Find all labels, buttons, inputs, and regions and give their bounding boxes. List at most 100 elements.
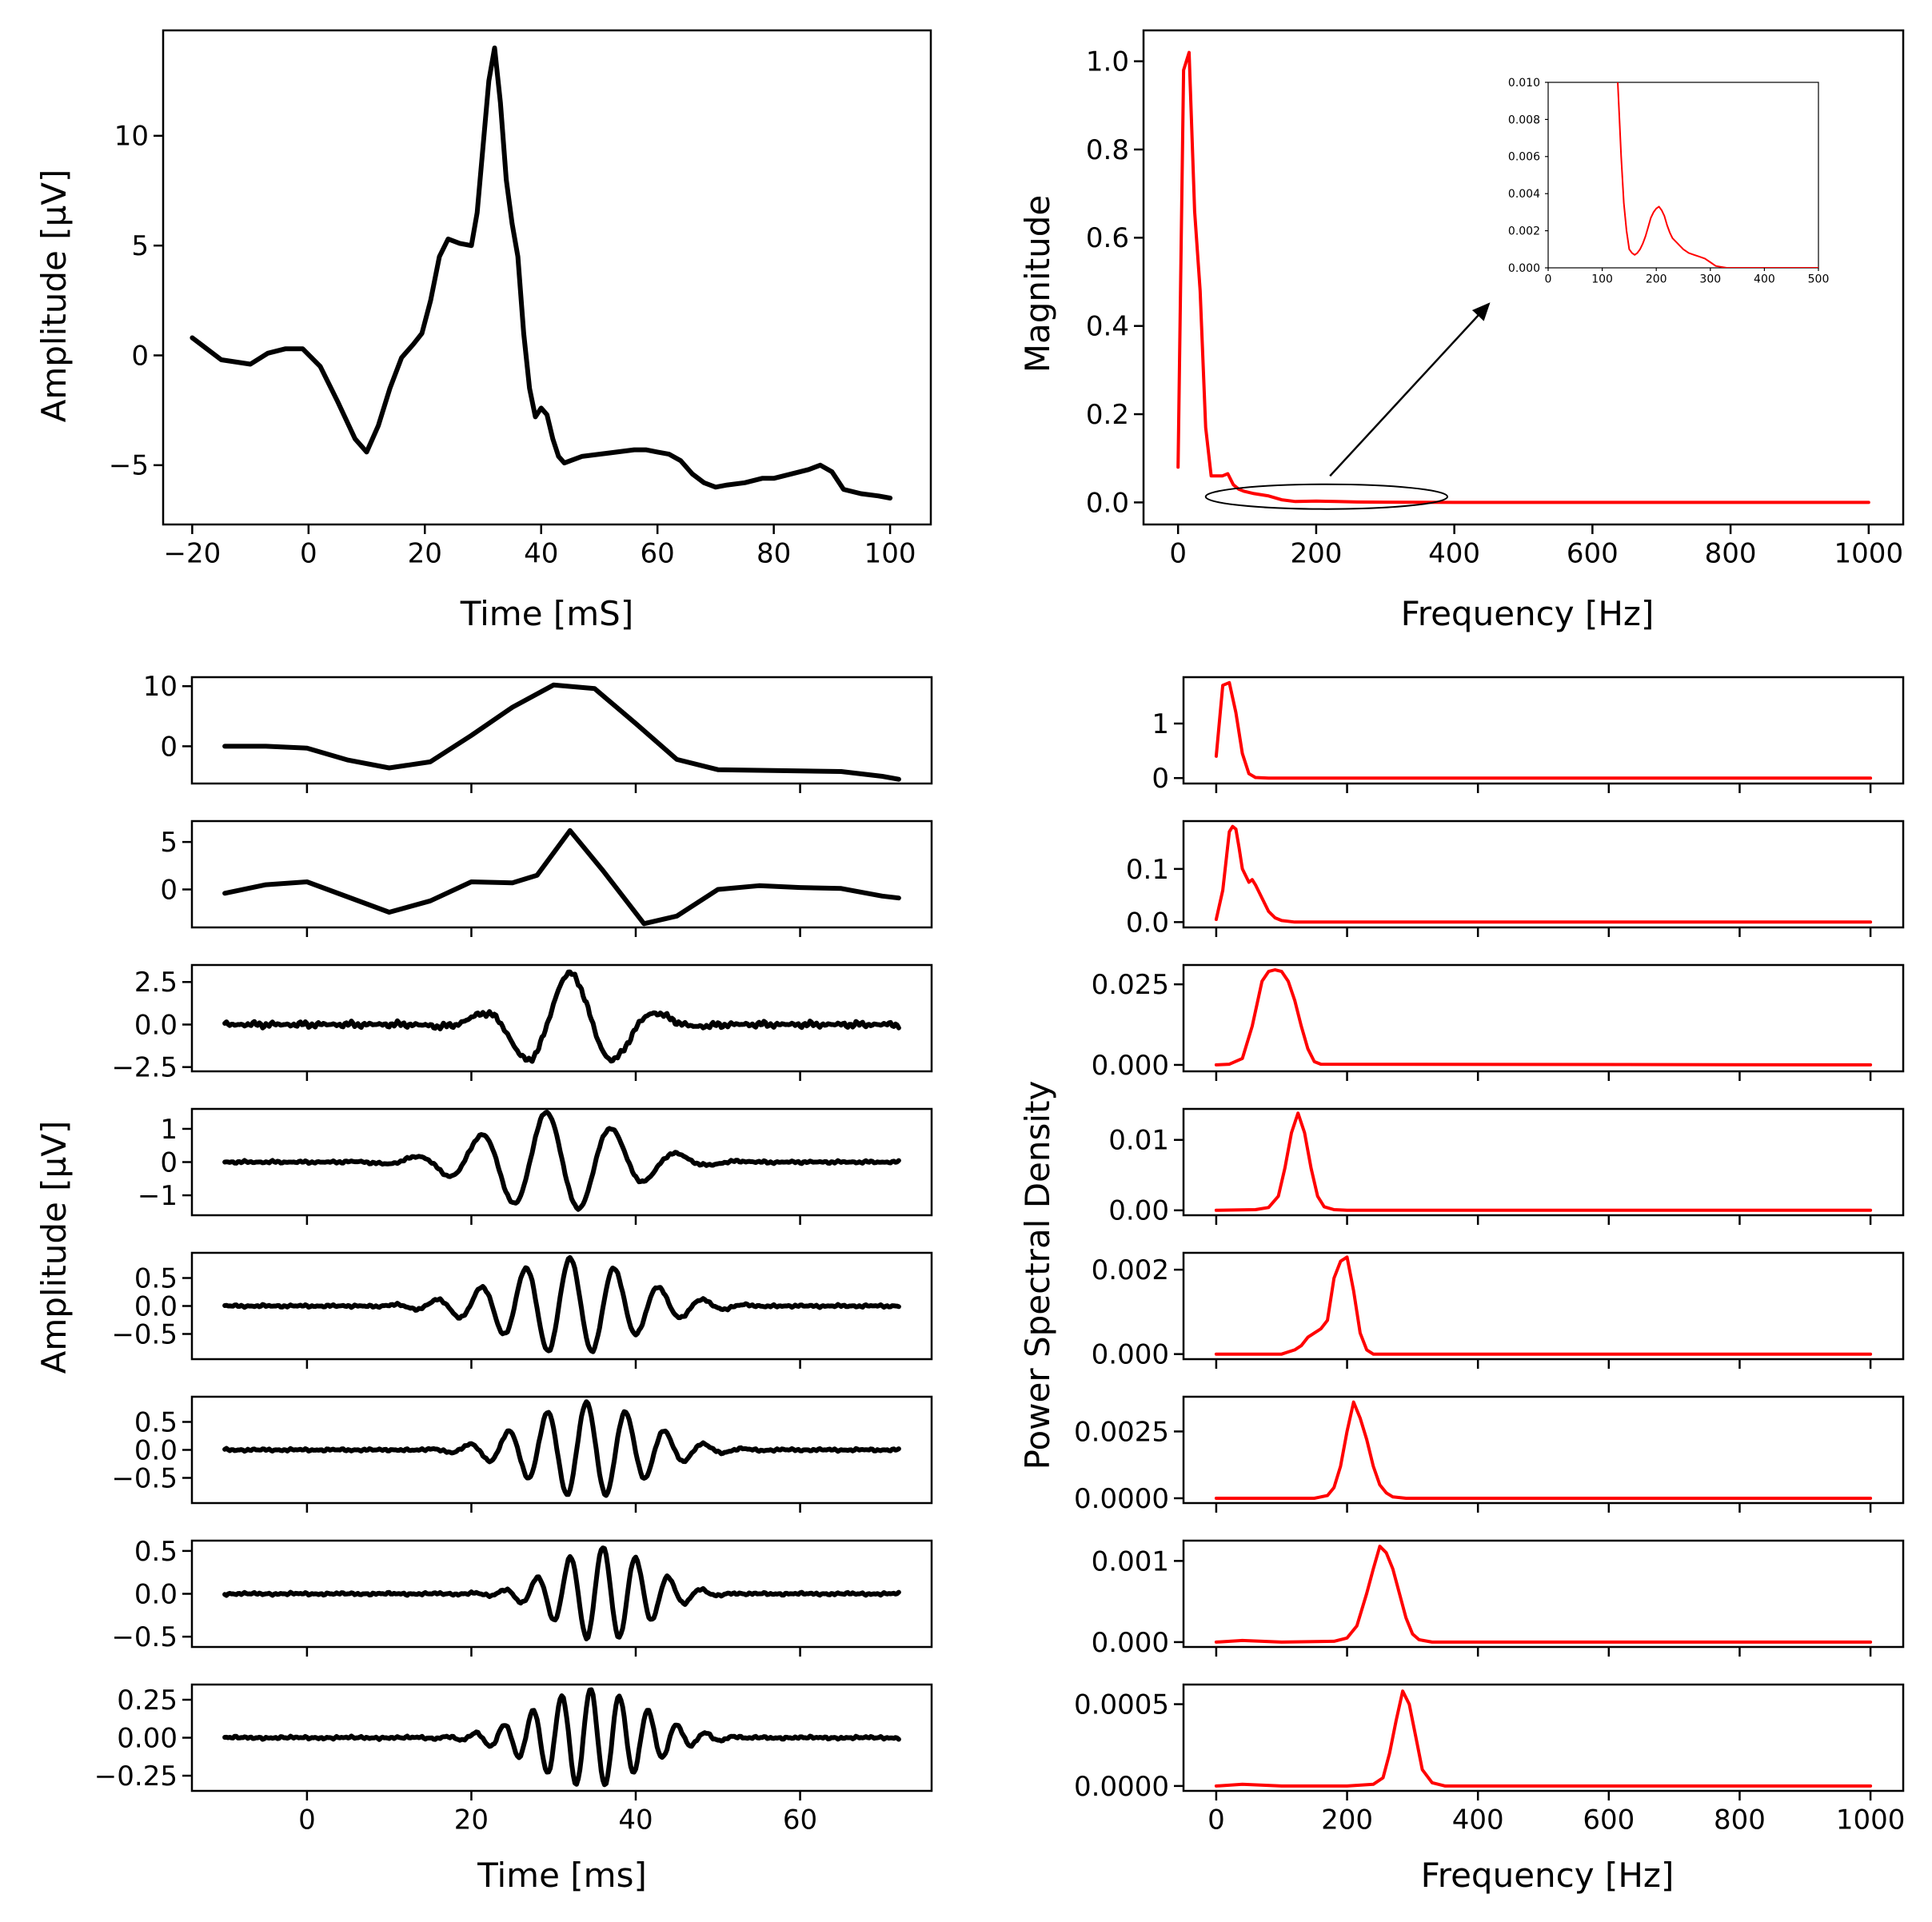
psd-axes-1-ytick-label: 0 [1152, 763, 1169, 795]
psd-axes-5: 0.000 0.002 [1092, 1251, 1905, 1371]
fft-axes-xtick-label: 600 [1567, 538, 1619, 570]
component-axes-5-ytick-label: −0.5 [111, 1318, 178, 1350]
erp-xlabel: Time [mS] [460, 594, 633, 633]
component-axes-5-ytick-label: 0.5 [134, 1262, 178, 1294]
inset-axes-ytick-label: 0.006 [1508, 151, 1540, 164]
fft-xlabel: Frequency [Hz] [1401, 594, 1655, 633]
component-axes-1-ytick-label: 0 [160, 731, 178, 763]
component-axes-3-ytick-label: 2.5 [134, 967, 178, 999]
component-axes-2-ytick-label: 5 [160, 827, 178, 859]
component-axes-7: −0.5 0.0 0.5 [111, 1536, 933, 1657]
component-line-6 [222, 1399, 901, 1498]
inset-axes-xtick-label: 500 [1808, 273, 1830, 286]
component-axes-4-ytick-label: −1 [138, 1180, 178, 1212]
component-axes-7-ytick-label: −0.5 [111, 1621, 178, 1653]
fft-axes-frame [1142, 29, 1905, 526]
inset-axes: 0.000 0.002 0.004 0.006 0.008 0.010 0 100 200 300… [1508, 77, 1830, 286]
psd-axes-3-ytick-label: 0.025 [1092, 969, 1169, 1001]
component-axes-5-ytick-label: 0.0 [134, 1290, 178, 1322]
component-axes-6-ytick-label: 0.0 [134, 1434, 178, 1466]
inset-axes-ytick-label: 0.010 [1508, 77, 1540, 90]
psd-line-7 [1214, 1545, 1873, 1644]
fft-axes-ytick-label: 1.0 [1086, 46, 1129, 78]
component-axes-7-ytick-label: 0.5 [134, 1536, 178, 1568]
inset-axes-xtick-label: 300 [1699, 273, 1721, 286]
psd-axes-7: 0.000 0.001 [1092, 1539, 1905, 1659]
fft-axes-ytick-label: 0.8 [1086, 134, 1129, 166]
component-axes-2-frame [190, 819, 933, 929]
psd-axes-1-frame [1182, 676, 1905, 785]
erp-axes-ytick-label: 5 [131, 230, 149, 262]
fft-axes-xtick-label: 1000 [1834, 538, 1904, 570]
inset-axes-xtick-label: 0 [1545, 273, 1552, 286]
psd-axes-3-frame [1182, 963, 1905, 1073]
component-axes-8-ytick-label: −0.25 [94, 1761, 178, 1792]
psd-axes-7-ytick-label: 0.000 [1092, 1627, 1169, 1659]
component-axes-2: 05 [160, 819, 933, 937]
psd-axes-8-xtick-label: 400 [1452, 1804, 1504, 1836]
psd-axes-7-frame [1182, 1539, 1905, 1649]
inset-line [1617, 82, 1818, 268]
component-axes-5-frame [190, 1251, 933, 1361]
psd-line-4 [1214, 1111, 1873, 1212]
psd-axes-4-ytick-label: 0.00 [1108, 1195, 1169, 1227]
psd-axes-7-ytick-label: 0.001 [1092, 1545, 1169, 1577]
zoom-ellipse [1204, 483, 1449, 510]
inset-axes-xtick-label: 100 [1591, 273, 1613, 286]
psd-axes-6-frame [1182, 1395, 1905, 1505]
psd-axes-1-ytick-label: 1 [1152, 708, 1169, 740]
fft-axes-xtick-label: 200 [1290, 538, 1342, 570]
inset-axes-ytick-label: 0.008 [1508, 114, 1540, 126]
psd-xlabel: Frequency [Hz] [1421, 1856, 1675, 1895]
erp-axes-xtick-label: 0 [300, 538, 317, 570]
erp-axes-ytick-label: −5 [109, 450, 149, 482]
fft-axes: 0.00.20.40.60.81.00 200 400 600 800 1000 [1086, 29, 1905, 570]
psd-axes-4-frame [1182, 1107, 1905, 1217]
fft-axes-xtick-label: 400 [1428, 538, 1480, 570]
inset-axes-ytick-label: 0.002 [1508, 225, 1540, 238]
component-axes-3: −2.5 0.0 2.5 [111, 963, 933, 1084]
component-axes-8: −0.25 0.00 0.25 0 20 40 60 [94, 1683, 933, 1836]
component-axes-3-ytick-label: 0.0 [134, 1009, 178, 1041]
component-axes-4-ytick-label: 1 [160, 1114, 178, 1146]
component-axes-3-ytick-label: −2.5 [111, 1052, 178, 1084]
erp-line [190, 46, 893, 500]
psd-axes-6-ytick-label: 0.0025 [1074, 1416, 1169, 1448]
psd-axes-3-ytick-label: 0.000 [1092, 1050, 1169, 1082]
psd-axes-4: 0.00 0.01 [1108, 1107, 1905, 1227]
component-axes-8-xtick-label: 0 [298, 1804, 316, 1836]
erp-axes-xtick-label: 100 [864, 538, 916, 570]
psd-ylabel: Power Spectral Density [1018, 1081, 1057, 1470]
component-axes-7-frame [190, 1539, 933, 1649]
component-axes-6: −0.50.00.5 [111, 1395, 933, 1513]
psd-axes-8-xtick-label: 1000 [1836, 1804, 1906, 1836]
component-line-5 [222, 1254, 901, 1354]
psd-line-1 [1214, 680, 1873, 780]
component-axes-8-xtick-label: 60 [783, 1804, 817, 1836]
component-axes-6-ytick-label: −0.5 [111, 1462, 178, 1494]
component-line-7 [222, 1545, 901, 1641]
psd-axes-8-ytick-label: 0.0005 [1074, 1689, 1169, 1721]
fft-axes-xtick-label: 800 [1705, 538, 1757, 570]
component-axes-4: −101 [138, 1107, 933, 1225]
psd-axes-5-ytick-label: 0.000 [1092, 1339, 1169, 1371]
psd-axes-6: 0.0000 0.0025 [1074, 1395, 1905, 1515]
component-axes-2-ytick-label: 0 [160, 874, 178, 906]
psd-axes-8-xtick-label: 800 [1714, 1804, 1766, 1836]
inset-axes-ytick-label: 0.000 [1508, 262, 1540, 275]
component-axes-5: −0.50.00.5 [111, 1251, 933, 1369]
fft-axes-ytick-label: 0.6 [1086, 222, 1129, 254]
component-axes-8-ytick-label: 0.25 [117, 1685, 178, 1717]
psd-line-6 [1214, 1400, 1873, 1500]
component-axes-7-ytick-label: 0.0 [134, 1578, 178, 1610]
component-axes-8-ytick-label: 0.00 [117, 1722, 178, 1754]
component-axes-4-frame [190, 1107, 933, 1217]
psd-axes-6-ytick-label: 0.0000 [1074, 1483, 1169, 1515]
components-ylabel: Amplitude [µV] [34, 1121, 74, 1374]
psd-axes-5-ytick-label: 0.002 [1092, 1254, 1169, 1286]
fft-axes-ytick-label: 0.2 [1086, 399, 1129, 431]
erp-axes-frame [162, 29, 932, 526]
erp-axes: −5 0 5 10 −20 0 20 40 60 80 100 [109, 29, 932, 570]
erp-axes-xtick-label: −20 [163, 538, 221, 570]
